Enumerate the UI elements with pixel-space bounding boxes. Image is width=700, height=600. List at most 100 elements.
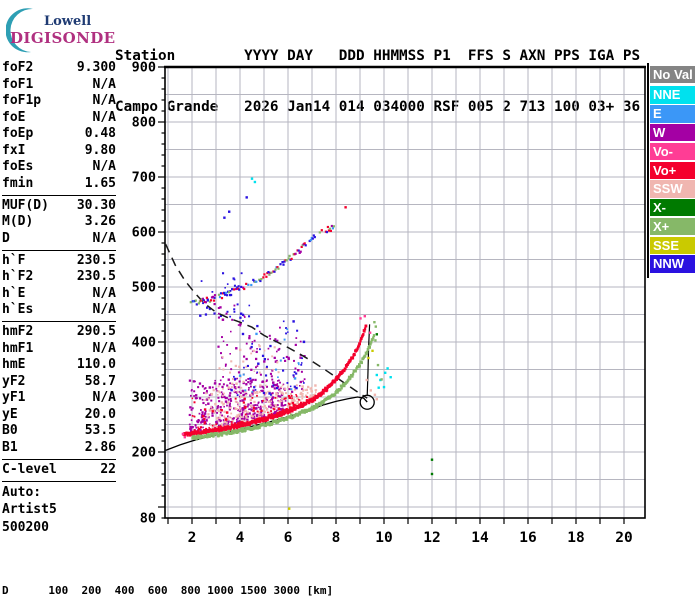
param-label: B0: [2, 423, 18, 438]
param-row-fof1: foF1 N/A: [2, 77, 116, 94]
param-footer-line: Auto:: [2, 484, 42, 500]
param-label: foF2: [2, 60, 34, 75]
param-label: foF1: [2, 76, 34, 92]
param-value: 9.300: [76, 60, 116, 75]
param-value: 0.48: [84, 126, 116, 141]
param-value: 30.30: [76, 197, 116, 213]
legend-item-w: W: [650, 123, 695, 142]
y-tick-label: 700: [132, 170, 156, 186]
param-label: yE: [2, 406, 18, 422]
param-label: h`E: [2, 285, 26, 301]
param-value: N/A: [92, 340, 116, 356]
param-value: 20.0: [84, 406, 116, 422]
logo-arc-icon: [5, 8, 34, 53]
param-value: N/A: [92, 109, 116, 125]
param-row-fof2: foF2 9.300: [2, 60, 116, 77]
param-row-foep: foEp 0.48: [2, 126, 116, 143]
param-row-b1: B1 2.86: [2, 440, 116, 457]
param-row-foe: foE N/A: [2, 110, 116, 127]
legend-item-x+: X+: [650, 217, 695, 236]
param-value: N/A: [92, 159, 116, 174]
legend-item-vo+: Vo+: [650, 161, 695, 179]
param-value: N/A: [92, 302, 116, 317]
param-label: hmF1: [2, 340, 34, 356]
param-label: fxI: [2, 142, 26, 158]
param-row-hf2: h`F2 230.5: [2, 269, 116, 286]
x-tick-label: 8: [332, 530, 341, 546]
param-separator: [2, 458, 116, 460]
param-row-ye: yE 20.0: [2, 407, 116, 424]
param-label: MUF(D): [2, 197, 49, 213]
param-row-fmin: fmin 1.65: [2, 176, 116, 193]
param-row-hmf1: hmF1 N/A: [2, 341, 116, 358]
legend-item-vo-: Vo-: [650, 142, 695, 161]
y-tick-label: 900: [132, 60, 156, 76]
header-line-1: Station YYYY DAY DDD HHMMSS P1 FFS S AXN…: [115, 48, 641, 64]
param-value: N/A: [92, 390, 116, 405]
param-row-b0: B0 53.5: [2, 423, 116, 440]
param-separator: [2, 249, 116, 251]
param-label: h`F2: [2, 269, 34, 284]
param-value: N/A: [92, 76, 116, 92]
param-row-hmf2: hmF2 290.5: [2, 324, 116, 341]
x-tick-label: 12: [423, 530, 440, 546]
param-label: D: [2, 230, 10, 246]
param-value: 9.80: [84, 142, 116, 158]
param-value: 110.0: [76, 357, 116, 372]
x-tick-label: 16: [519, 530, 536, 546]
legend-item-e: E: [650, 105, 695, 123]
plot-frame: [164, 66, 646, 519]
param-separator: [2, 194, 116, 196]
param-value: N/A: [92, 93, 116, 108]
y-tick-label: 400: [132, 335, 156, 351]
x-tick-label: 10: [375, 530, 392, 546]
x-tick-label: 2: [188, 530, 197, 546]
transmission-curve: [164, 243, 368, 399]
y-tick-label: 200: [132, 445, 156, 461]
param-row-clevel: C-level 22: [2, 462, 116, 479]
param-label: hmF2: [2, 324, 34, 339]
legend-border-line: [647, 63, 649, 278]
legend-item-ssw: SSW: [650, 180, 695, 198]
legend-item-sse: SSE: [650, 236, 695, 255]
param-row-md: M(D) 3.26: [2, 214, 116, 231]
param-footer-line: 500200: [2, 519, 49, 535]
param-row-d: D N/A: [2, 231, 116, 248]
param-value: N/A: [92, 285, 116, 301]
x-tick-label: 20: [615, 530, 632, 546]
param-label: h`Es: [2, 302, 34, 317]
param-separator: [2, 321, 116, 322]
param-separator: [2, 480, 116, 482]
y-tick-label: 500: [132, 280, 156, 296]
param-label: foEs: [2, 159, 34, 174]
lowell-digisonde-logo: Lowell DIGISONDE: [5, 6, 116, 54]
param-label: yF1: [2, 390, 26, 405]
param-value: 230.5: [76, 269, 116, 284]
param-value: 230.5: [76, 252, 116, 268]
param-value: 3.26: [84, 214, 116, 229]
param-row-fxi: fxI 9.80: [2, 143, 116, 160]
d-scale-row: D 100 200 400 600 800 1000 1500 3000 [km…: [2, 584, 334, 598]
footer-block: D 100 200 400 600 800 1000 1500 3000 [km…: [2, 555, 664, 600]
param-label: foE: [2, 109, 26, 125]
param-value: 1.65: [84, 175, 116, 191]
param-row-fof1p: foF1p N/A: [2, 93, 116, 110]
param-value: 58.7: [84, 373, 116, 389]
param-row-foes: foEs N/A: [2, 159, 116, 176]
param-value: 2.86: [84, 439, 116, 455]
x-tick-label: 14: [471, 530, 489, 546]
fof2-asymptote: [366, 324, 371, 396]
y-tick-label: 300: [132, 390, 156, 406]
param-label: M(D): [2, 214, 34, 229]
param-label: B1: [2, 439, 18, 455]
x-tick-label: 6: [284, 530, 293, 546]
doppler-direction-legend: No Val NNE E W Vo- Vo+ SSW X- X+ SSE NNW: [650, 66, 696, 274]
param-label: foF1p: [2, 93, 42, 108]
x-tick-label: 18: [567, 530, 584, 546]
param-label: foEp: [2, 126, 34, 141]
param-value: N/A: [92, 230, 116, 246]
y-tick-label: 800: [132, 115, 156, 131]
param-row-yf1: yF1 N/A: [2, 390, 116, 407]
logo-text-lowell: Lowell: [44, 14, 92, 29]
